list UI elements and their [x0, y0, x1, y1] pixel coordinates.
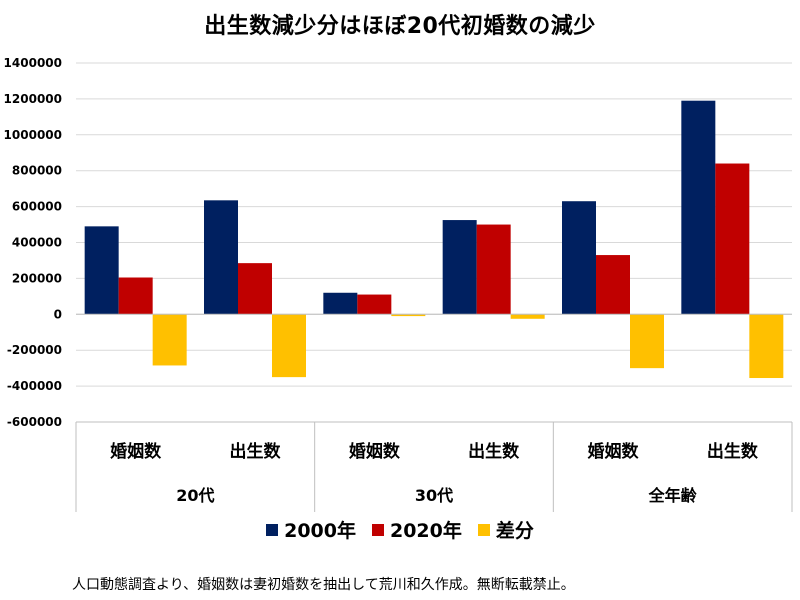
- bar-2020年: [715, 163, 750, 315]
- category-label: 婚姻数: [588, 441, 640, 462]
- bar-2020年: [238, 263, 272, 315]
- legend-item: 2020年: [371, 516, 462, 543]
- y-tick-label: -600000: [7, 415, 62, 429]
- y-tick-label: 1400000: [4, 56, 62, 70]
- y-tick-label: 200000: [12, 271, 62, 285]
- legend-label: 差分: [495, 520, 534, 542]
- y-tick-label: 0: [54, 307, 62, 321]
- y-tick-label: -400000: [7, 379, 62, 393]
- bar-2020年: [357, 294, 392, 315]
- bar-2000年: [681, 100, 716, 315]
- legend-label: 2000年: [284, 520, 356, 542]
- bar-2000年: [562, 201, 596, 315]
- legend-swatch: [266, 523, 279, 536]
- group-label: 全年齢: [648, 486, 698, 505]
- category-label: 出生数: [230, 441, 282, 462]
- y-tick-label: 1200000: [4, 92, 62, 106]
- bar-差分: [630, 314, 664, 369]
- category-label: 婚姻数: [110, 441, 162, 462]
- category-label: 婚姻数: [349, 441, 401, 462]
- group-label: 30代: [415, 486, 453, 505]
- bar-2020年: [476, 224, 511, 315]
- bar-2020年: [596, 255, 630, 315]
- category-label: 出生数: [707, 441, 759, 462]
- group-label: 20代: [176, 486, 214, 505]
- y-tick-label: 600000: [12, 200, 62, 214]
- bar-差分: [152, 314, 187, 366]
- bar-差分: [391, 314, 426, 317]
- axis-labels: 1400000 1200000 1000000 800000 600000 400000 2…: [4, 56, 759, 505]
- bar-2000年: [204, 200, 238, 315]
- bar-2000年: [84, 226, 119, 315]
- chart-title: 出生数減少分はほぼ20代初婚数の減少: [204, 14, 596, 39]
- legend-swatch: [371, 523, 384, 536]
- legend-item: 2000年: [266, 516, 356, 543]
- bar-2020年: [118, 277, 153, 315]
- legend: 2000年 2020年 差分: [0, 516, 800, 543]
- axes: [75, 313, 793, 512]
- bar-差分: [510, 314, 545, 319]
- legend-label: 2020年: [389, 520, 462, 542]
- y-tick-label: 400000: [12, 236, 62, 250]
- footnote: 人口動態調査より、婚姻数は妻初婚数を抽出して荒川和久作成。無断転載禁止。: [72, 577, 575, 593]
- y-tick-label: -200000: [7, 343, 62, 357]
- bar-差分: [272, 314, 306, 378]
- legend-item: 差分: [477, 516, 534, 543]
- y-tick-label: 1000000: [4, 128, 62, 142]
- bar-2000年: [442, 220, 477, 315]
- category-label: 出生数: [468, 441, 520, 462]
- bars: [84, 100, 784, 379]
- legend-swatch: [477, 523, 490, 536]
- y-tick-label: 800000: [12, 164, 62, 178]
- bar-2000年: [323, 292, 358, 315]
- bar-差分: [749, 314, 784, 379]
